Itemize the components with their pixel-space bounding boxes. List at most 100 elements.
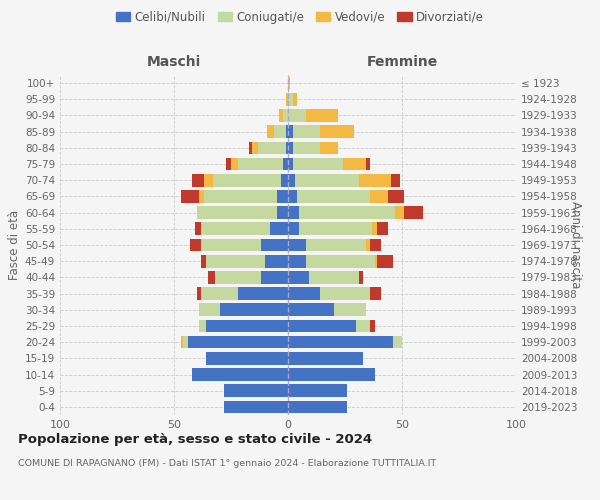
Bar bbox=[377, 255, 393, 268]
Bar bbox=[260, 238, 288, 252]
Bar bbox=[288, 238, 306, 252]
Bar bbox=[404, 206, 422, 219]
Bar bbox=[288, 320, 356, 332]
Bar bbox=[365, 158, 370, 170]
Bar bbox=[374, 255, 377, 268]
Bar bbox=[208, 271, 215, 283]
Bar bbox=[288, 109, 306, 122]
Bar bbox=[277, 206, 288, 219]
Bar bbox=[286, 142, 288, 154]
Bar bbox=[260, 271, 288, 283]
Bar bbox=[194, 222, 202, 235]
Bar bbox=[295, 174, 359, 186]
Bar bbox=[183, 336, 188, 348]
Bar bbox=[334, 304, 365, 316]
Bar bbox=[270, 222, 288, 235]
Bar bbox=[202, 222, 270, 235]
Bar bbox=[388, 190, 404, 202]
Bar bbox=[293, 93, 297, 106]
Bar bbox=[238, 158, 283, 170]
Bar bbox=[281, 174, 288, 186]
Text: Femmine: Femmine bbox=[367, 56, 437, 70]
Bar bbox=[293, 126, 320, 138]
Bar bbox=[293, 142, 320, 154]
Bar bbox=[215, 271, 260, 283]
Bar bbox=[306, 109, 338, 122]
Bar bbox=[283, 158, 288, 170]
Bar bbox=[356, 320, 370, 332]
Bar bbox=[299, 206, 395, 219]
Bar bbox=[224, 400, 288, 413]
Bar bbox=[370, 288, 382, 300]
Bar bbox=[393, 336, 402, 348]
Bar bbox=[359, 174, 391, 186]
Bar bbox=[226, 158, 231, 170]
Bar bbox=[365, 238, 370, 252]
Bar bbox=[320, 142, 338, 154]
Text: Maschi: Maschi bbox=[147, 56, 201, 70]
Bar bbox=[265, 255, 288, 268]
Bar bbox=[373, 222, 377, 235]
Legend: Celibi/Nubili, Coniugati/e, Vedovi/e, Divorziati/e: Celibi/Nubili, Coniugati/e, Vedovi/e, Di… bbox=[111, 6, 489, 28]
Bar bbox=[199, 190, 203, 202]
Bar bbox=[181, 190, 199, 202]
Bar bbox=[203, 174, 213, 186]
Bar bbox=[259, 142, 286, 154]
Text: COMUNE DI RAPAGNANO (FM) - Dati ISTAT 1° gennaio 2024 - Elaborazione TUTTITALIA.: COMUNE DI RAPAGNANO (FM) - Dati ISTAT 1°… bbox=[18, 459, 436, 468]
Bar bbox=[288, 174, 295, 186]
Bar bbox=[370, 320, 374, 332]
Bar bbox=[288, 93, 293, 106]
Bar bbox=[288, 304, 334, 316]
Bar bbox=[199, 304, 220, 316]
Y-axis label: Fasce di età: Fasce di età bbox=[8, 210, 21, 280]
Bar bbox=[359, 271, 363, 283]
Bar bbox=[288, 368, 374, 381]
Bar bbox=[202, 255, 206, 268]
Bar bbox=[288, 384, 347, 397]
Y-axis label: Anni di nascita: Anni di nascita bbox=[569, 202, 582, 288]
Bar bbox=[306, 238, 365, 252]
Bar bbox=[202, 238, 260, 252]
Bar bbox=[283, 109, 288, 122]
Text: Popolazione per età, sesso e stato civile - 2024: Popolazione per età, sesso e stato civil… bbox=[18, 432, 372, 446]
Bar bbox=[288, 158, 293, 170]
Bar bbox=[288, 206, 299, 219]
Bar bbox=[288, 271, 308, 283]
Bar bbox=[213, 174, 281, 186]
Bar bbox=[188, 336, 288, 348]
Bar bbox=[286, 126, 288, 138]
Bar bbox=[288, 336, 393, 348]
Bar bbox=[181, 336, 183, 348]
Bar bbox=[288, 400, 347, 413]
Bar bbox=[249, 142, 251, 154]
Bar bbox=[202, 288, 238, 300]
Bar bbox=[220, 304, 288, 316]
Bar bbox=[297, 190, 370, 202]
Bar bbox=[190, 238, 202, 252]
Bar bbox=[197, 288, 202, 300]
Bar bbox=[320, 288, 370, 300]
Bar bbox=[288, 142, 293, 154]
Bar bbox=[251, 142, 259, 154]
Bar bbox=[288, 352, 363, 364]
Bar bbox=[231, 158, 238, 170]
Bar bbox=[206, 255, 265, 268]
Bar bbox=[377, 222, 388, 235]
Bar bbox=[199, 320, 206, 332]
Bar bbox=[288, 255, 306, 268]
Bar bbox=[299, 222, 373, 235]
Bar bbox=[288, 288, 320, 300]
Bar bbox=[197, 206, 277, 219]
Bar bbox=[320, 126, 354, 138]
Bar bbox=[277, 190, 288, 202]
Bar bbox=[308, 271, 359, 283]
Bar bbox=[279, 109, 283, 122]
Bar bbox=[224, 384, 288, 397]
Bar bbox=[395, 206, 404, 219]
Bar bbox=[192, 174, 203, 186]
Bar bbox=[370, 238, 382, 252]
Bar bbox=[286, 93, 288, 106]
Bar bbox=[192, 368, 288, 381]
Bar bbox=[288, 77, 290, 90]
Bar bbox=[288, 190, 297, 202]
